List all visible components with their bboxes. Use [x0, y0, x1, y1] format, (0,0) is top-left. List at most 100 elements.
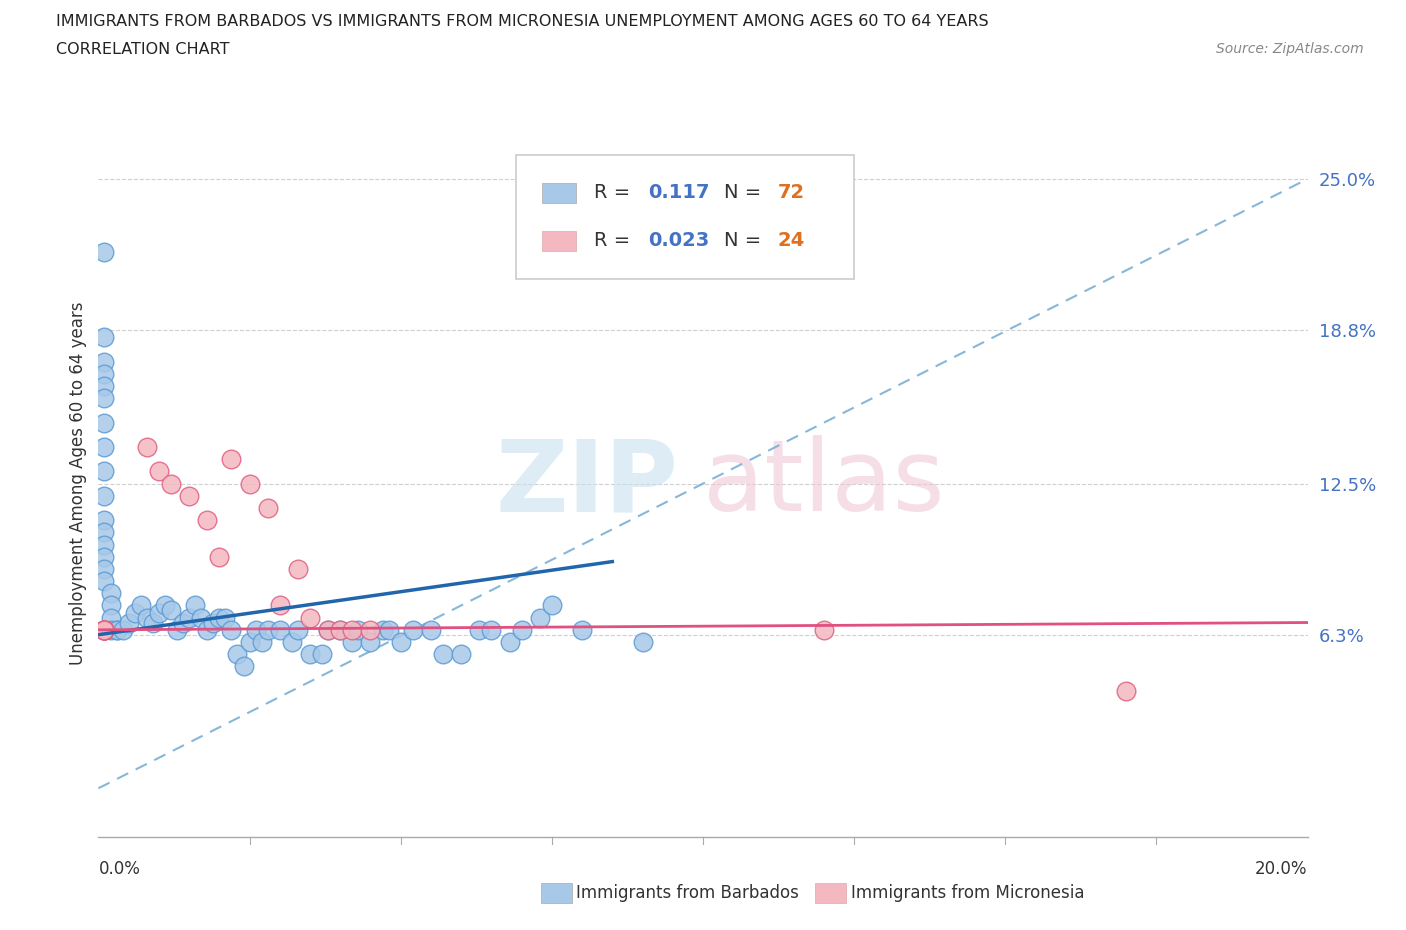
Point — [269, 598, 291, 613]
Point — [93, 440, 115, 455]
Point — [100, 586, 122, 601]
Point — [208, 610, 231, 625]
Point — [100, 622, 122, 637]
Point — [93, 622, 115, 637]
Point — [208, 550, 231, 565]
Point — [481, 622, 503, 637]
Text: 0.117: 0.117 — [648, 183, 710, 202]
Point — [468, 622, 491, 637]
Point — [256, 622, 278, 637]
Point — [100, 610, 122, 625]
Point — [347, 622, 370, 637]
Point — [510, 622, 533, 637]
Point — [118, 615, 141, 630]
Text: atlas: atlas — [703, 435, 945, 532]
Point — [402, 622, 425, 637]
Point — [316, 622, 339, 637]
Point — [232, 659, 254, 674]
Point — [195, 622, 218, 637]
Point — [93, 574, 115, 589]
Point — [221, 622, 243, 637]
Point — [135, 610, 157, 625]
Point — [105, 622, 128, 637]
Point — [93, 622, 115, 637]
Point — [100, 598, 122, 613]
Point — [93, 330, 115, 345]
Text: ZIP: ZIP — [496, 435, 679, 532]
Point — [250, 634, 273, 649]
Point — [432, 646, 454, 661]
Text: 72: 72 — [778, 183, 806, 202]
Point — [540, 598, 562, 613]
Point — [148, 605, 170, 620]
Point — [93, 464, 115, 479]
Text: Immigrants from Micronesia: Immigrants from Micronesia — [851, 884, 1084, 902]
Y-axis label: Unemployment Among Ages 60 to 64 years: Unemployment Among Ages 60 to 64 years — [69, 302, 87, 665]
Point — [329, 622, 352, 637]
Point — [129, 598, 152, 613]
Point — [239, 634, 262, 649]
Point — [135, 440, 157, 455]
Point — [360, 634, 382, 649]
Point — [342, 622, 364, 637]
Text: N =: N = — [724, 232, 768, 250]
Point — [287, 622, 309, 637]
Point — [93, 379, 115, 393]
Point — [148, 464, 170, 479]
FancyBboxPatch shape — [543, 231, 576, 251]
Point — [195, 512, 218, 527]
Point — [245, 622, 267, 637]
Point — [813, 622, 835, 637]
Text: CORRELATION CHART: CORRELATION CHART — [56, 42, 229, 57]
Point — [377, 622, 399, 637]
Point — [179, 610, 201, 625]
Text: Source: ZipAtlas.com: Source: ZipAtlas.com — [1216, 42, 1364, 56]
Point — [93, 550, 115, 565]
Point — [93, 512, 115, 527]
Point — [202, 615, 225, 630]
Point — [93, 622, 115, 637]
Point — [420, 622, 443, 637]
Point — [287, 562, 309, 577]
Point — [631, 634, 654, 649]
Point — [329, 622, 352, 637]
Point — [299, 646, 322, 661]
Point — [360, 622, 382, 637]
Point — [142, 615, 165, 630]
Text: 20.0%: 20.0% — [1256, 860, 1308, 878]
Point — [342, 634, 364, 649]
Point — [160, 476, 183, 491]
Text: IMMIGRANTS FROM BARBADOS VS IMMIGRANTS FROM MICRONESIA UNEMPLOYMENT AMONG AGES 6: IMMIGRANTS FROM BARBADOS VS IMMIGRANTS F… — [56, 14, 988, 29]
Text: Immigrants from Barbados: Immigrants from Barbados — [576, 884, 800, 902]
Point — [179, 488, 201, 503]
Point — [93, 391, 115, 405]
Point — [153, 598, 176, 613]
Point — [529, 610, 551, 625]
Point — [160, 603, 183, 618]
Text: 0.023: 0.023 — [648, 232, 710, 250]
Point — [184, 598, 207, 613]
Point — [299, 610, 322, 625]
Point — [105, 622, 128, 637]
Point — [281, 634, 304, 649]
Point — [389, 634, 412, 649]
Point — [111, 622, 134, 637]
Point — [239, 476, 262, 491]
Point — [93, 622, 115, 637]
Point — [450, 646, 472, 661]
Point — [93, 366, 115, 381]
FancyBboxPatch shape — [516, 155, 855, 279]
Point — [166, 622, 188, 637]
Point — [93, 525, 115, 539]
Text: R =: R = — [595, 183, 637, 202]
Point — [371, 622, 394, 637]
Point — [1115, 684, 1137, 698]
Text: 24: 24 — [778, 232, 806, 250]
Point — [221, 452, 243, 467]
Text: 0.0%: 0.0% — [98, 860, 141, 878]
Point — [93, 622, 115, 637]
Point — [93, 245, 115, 259]
Point — [316, 622, 339, 637]
Point — [93, 562, 115, 577]
Point — [269, 622, 291, 637]
